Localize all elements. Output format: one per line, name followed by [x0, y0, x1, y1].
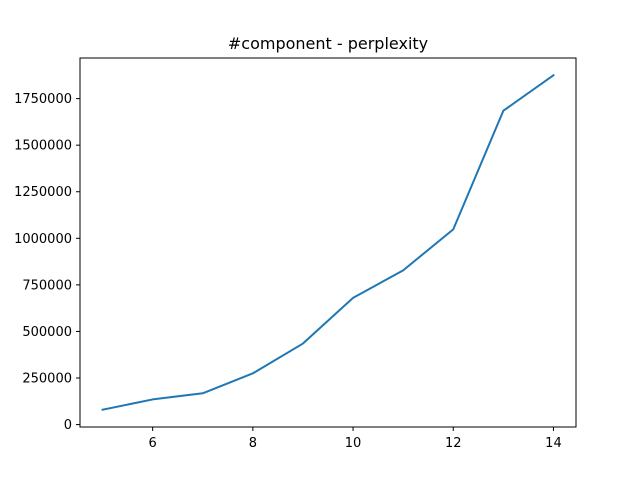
- x-tick-label: 12: [445, 436, 462, 451]
- y-tick-label: 1500000: [14, 139, 72, 154]
- chart-title: #component - perplexity: [228, 34, 428, 53]
- y-tick-label: 1750000: [14, 92, 72, 107]
- x-tick-label: 8: [249, 436, 257, 451]
- series-layer: [101, 73, 555, 411]
- y-axis-ticks: 0 250000 500000 750000 1000000 1250000 1500000…: [14, 92, 80, 433]
- plot-frame: [79, 57, 577, 428]
- x-tick-label: 10: [345, 436, 362, 451]
- y-tick-label: 1250000: [14, 185, 72, 200]
- y-tick-label: 1000000: [14, 232, 72, 247]
- x-tick-label: 6: [149, 436, 157, 451]
- y-tick-label: 500000: [22, 325, 72, 340]
- y-tick-label: 750000: [22, 278, 72, 293]
- y-tick-label: 250000: [22, 372, 72, 387]
- x-tick-label: 14: [545, 436, 562, 451]
- y-tick-label: 0: [64, 418, 72, 433]
- series-line: [101, 73, 555, 411]
- x-axis-ticks: 6 8 10 12 14: [149, 427, 562, 451]
